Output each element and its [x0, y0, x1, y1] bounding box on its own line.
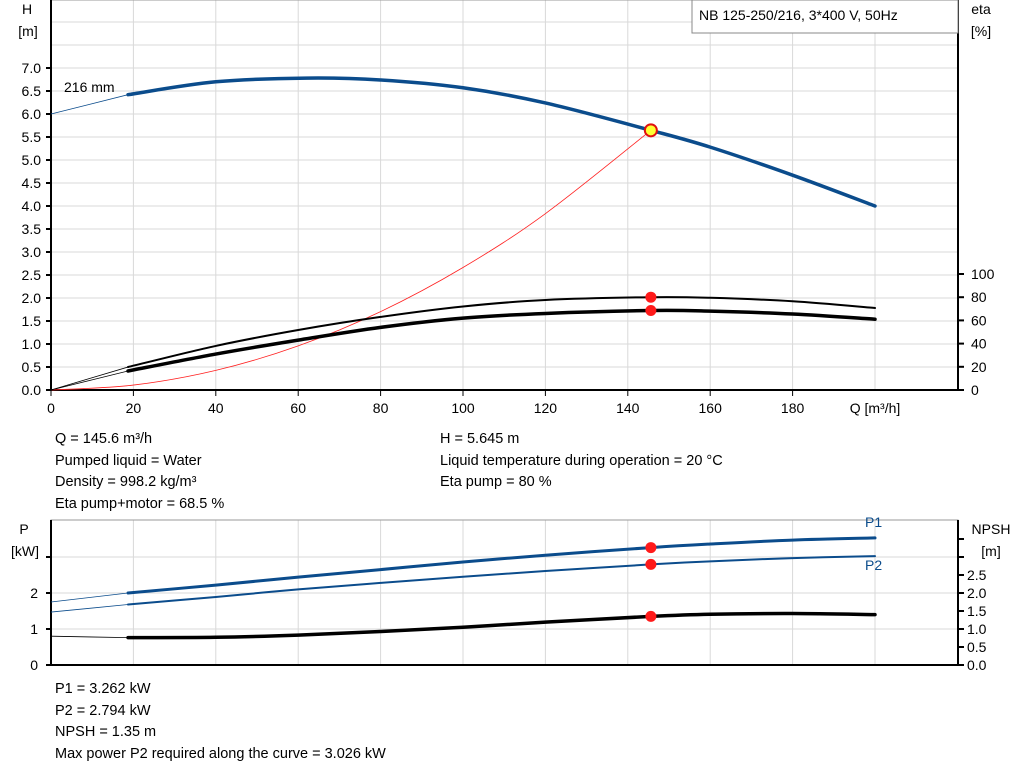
y-axis-label-left-unit: [m] [18, 23, 37, 39]
y-tick-label-left: 4.0 [22, 198, 42, 214]
eta-pump-point [645, 291, 657, 303]
plot-frame [50, 0, 959, 391]
y-tick-label-right: 60 [971, 312, 987, 328]
y-tick-label-right: 40 [971, 336, 987, 352]
p-axis-unit: [kW] [11, 543, 39, 559]
info-top-right: H = 5.645 m Liquid temperature during op… [440, 429, 723, 494]
head-curve [126, 76, 877, 208]
p2-curve [127, 555, 876, 606]
duty-point [643, 123, 658, 138]
y-tick-label-right: 0 [971, 382, 979, 398]
y-tick-label-left: 5.0 [22, 152, 42, 168]
y-tick-label-left: 3.0 [22, 244, 42, 260]
info-bottom: P1 = 3.262 kW P2 = 2.794 kW NPSH = 1.35 … [55, 679, 386, 766]
y-tick-label-right-bottom: 0.5 [967, 639, 987, 655]
info-eta-total: Eta pump+motor = 68.5 % [55, 496, 225, 513]
p2-point [645, 558, 657, 570]
y-tick-label-right: 80 [971, 289, 987, 305]
p2-curve-extension [50, 604, 129, 613]
info-temperature: Liquid temperature during operation = 20… [440, 452, 723, 469]
p-axis-label: P [19, 521, 28, 537]
eta-pump-curve [127, 296, 876, 369]
eta-total-point [645, 305, 657, 317]
x-tick-label: 80 [373, 400, 389, 416]
y-tick-label-right: 100 [971, 266, 995, 282]
info-eta-pump: Eta pump = 80 % [440, 474, 552, 491]
y-tick-label-left: 4.5 [22, 175, 42, 191]
y-tick-label-left: 6.0 [22, 106, 42, 122]
y-tick-label-right-bottom: 2.5 [967, 567, 987, 583]
info-top-left: Q = 145.6 m³/h Pumped liquid = Water Den… [55, 429, 224, 516]
y-tick-label-left: 2.5 [22, 267, 42, 283]
x-tick-label: 120 [534, 400, 558, 416]
y-tick-label-left: 1.5 [22, 313, 42, 329]
x-tick-label: 0 [47, 400, 55, 416]
npsh-curve [126, 611, 877, 640]
info-p1: P1 = 3.262 kW [55, 681, 151, 697]
y-tick-label-right-bottom: 1.0 [967, 621, 987, 637]
y-tick-label-left: 1.0 [22, 336, 42, 352]
eta-total-curve [126, 308, 877, 373]
y-axis-label-left: H [22, 1, 32, 17]
x-tick-label: 40 [208, 400, 224, 416]
info-head: H = 5.645 m [440, 431, 520, 447]
y-axis-label-right: eta [971, 1, 991, 17]
x-tick-label: 140 [616, 400, 640, 416]
y-tick-label-left-bottom: 1 [30, 621, 38, 637]
y-tick-label-left: 2.0 [22, 290, 42, 306]
x-tick-label: 160 [699, 400, 723, 416]
info-liquid: Pumped liquid = Water [55, 452, 202, 469]
y-tick-label-left: 0.0 [22, 382, 42, 398]
y-tick-label-left: 0.5 [22, 359, 42, 375]
y-tick-label-left-bottom: 2 [30, 585, 38, 601]
eta-total-curve-extension [50, 370, 129, 391]
head-curve-extension [50, 94, 129, 115]
title-box [691, 0, 959, 34]
p2-curve-label: P2 [865, 557, 882, 573]
info-p2: P2 = 2.794 kW [55, 702, 151, 719]
x-tick-label: 60 [290, 400, 306, 416]
y-tick-label-left: 5.5 [22, 129, 42, 145]
y-tick-label-right: 20 [971, 359, 987, 375]
npsh-curve-extension [50, 635, 129, 639]
npsh-axis-unit: [m] [981, 543, 1000, 559]
info-npsh: NPSH = 1.35 m [55, 724, 157, 741]
npsh-axis-label: NPSH [972, 521, 1011, 537]
p1-curve-extension [50, 592, 129, 603]
y-tick-label-left: 7.0 [22, 60, 42, 76]
curve-label-216mm: 216 mm [64, 79, 115, 95]
x-axis-label: Q [m³/h] [850, 400, 901, 416]
p1-curve-label: P1 [865, 514, 882, 530]
y-tick-label-right-bottom: 1.5 [967, 603, 987, 619]
y-axis-label-right-unit: [%] [971, 23, 991, 39]
info-density: Density = 998.2 kg/m³ [55, 474, 197, 491]
y-tick-label-right-bottom: 0.0 [967, 657, 987, 673]
x-tick-label: 20 [126, 400, 142, 416]
info-max-p2: Max power P2 required along the curve = … [55, 746, 386, 763]
p1-point [645, 542, 657, 554]
y-tick-label-left: 6.5 [22, 83, 42, 99]
y-tick-label-left: 3.5 [22, 221, 42, 237]
x-tick-label: 180 [781, 400, 805, 416]
p1-curve [126, 536, 877, 595]
y-tick-label-left-bottom: 0 [30, 657, 38, 673]
system-curve [50, 130, 652, 391]
npsh-point [645, 610, 657, 622]
y-tick-label-right-bottom: 2.0 [967, 585, 987, 601]
chart-title: NB 125-250/216, 3*400 V, 50Hz [699, 7, 898, 23]
x-tick-label: 100 [451, 400, 475, 416]
info-flow: Q = 145.6 m³/h [55, 431, 153, 447]
